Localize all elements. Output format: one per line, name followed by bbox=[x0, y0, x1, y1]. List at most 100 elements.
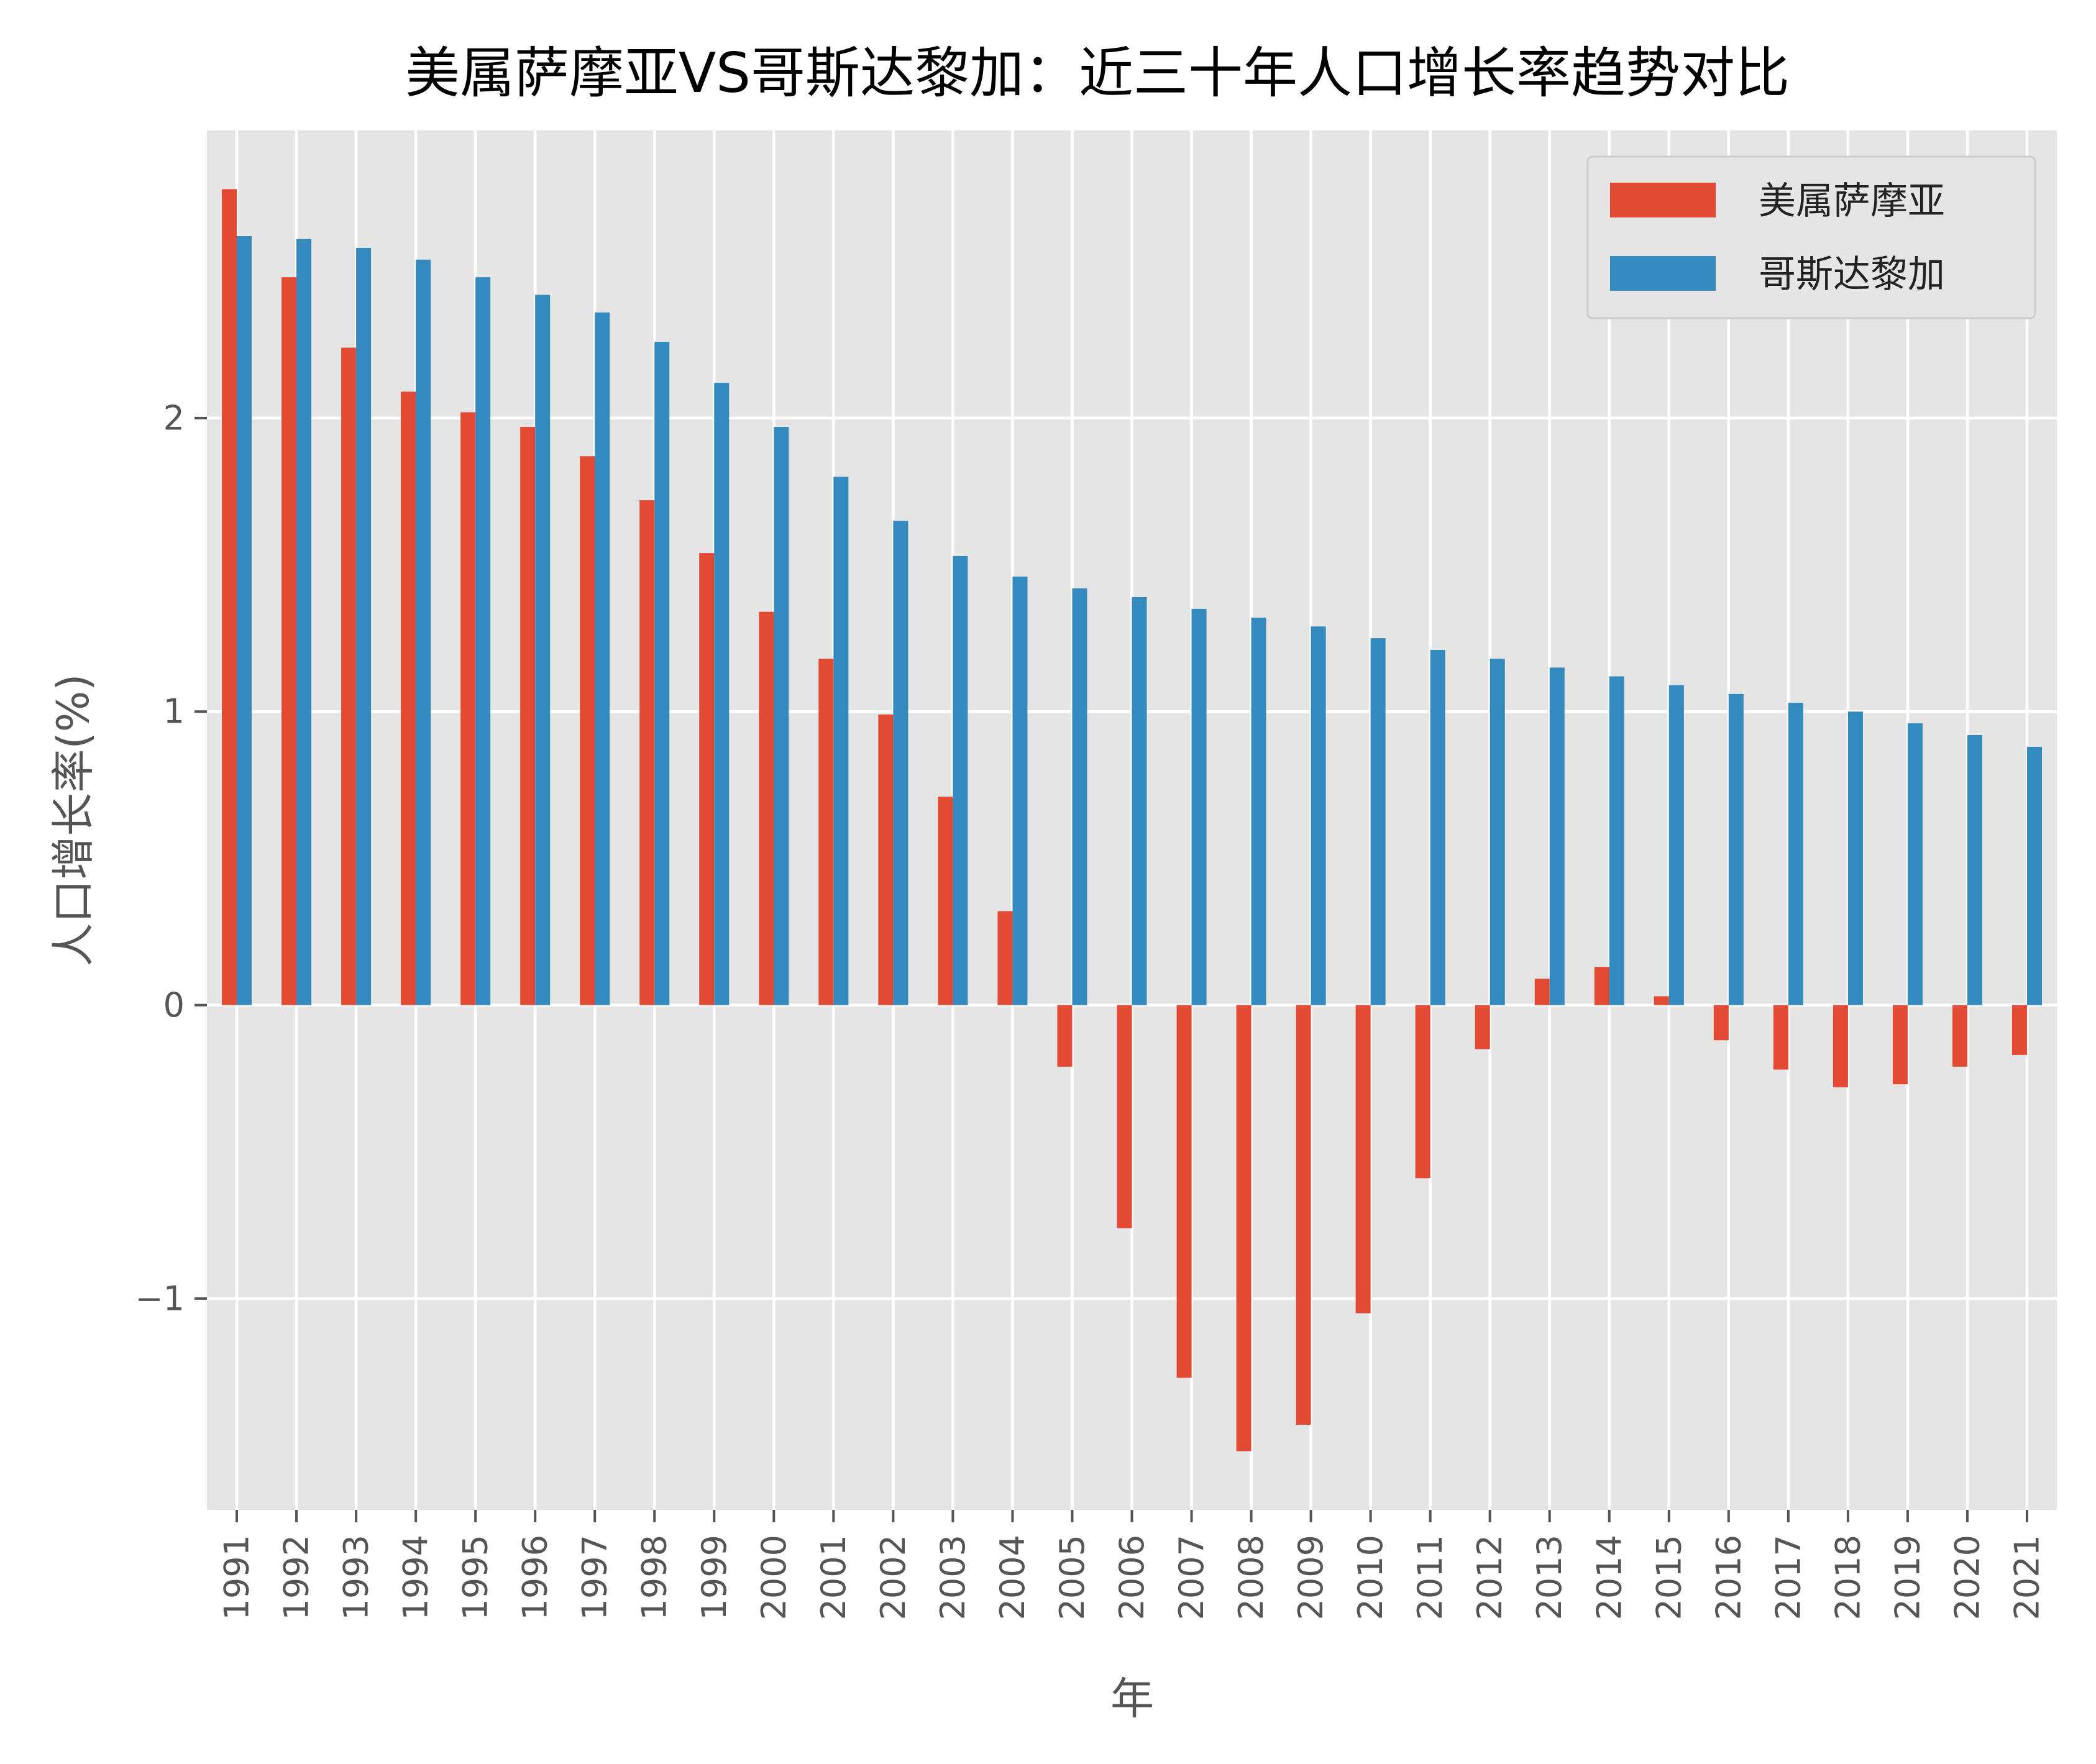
x-tick-label: 2015 bbox=[1649, 1535, 1688, 1620]
bar-series-1-2011 bbox=[1415, 1005, 1430, 1179]
bar-series-1-2014 bbox=[1594, 967, 1609, 1005]
bar-series-1-2003 bbox=[938, 797, 953, 1005]
bar-series-1-2016 bbox=[1713, 1005, 1729, 1041]
x-tick-label: 2001 bbox=[814, 1535, 853, 1620]
bar-series-1-2001 bbox=[818, 659, 834, 1005]
x-tick-label: 2018 bbox=[1828, 1535, 1867, 1620]
bar-series-1-2015 bbox=[1654, 996, 1669, 1005]
x-tick-label: 2012 bbox=[1470, 1535, 1509, 1620]
bar-series-2-2010 bbox=[1370, 638, 1386, 1005]
x-tick-label: 2004 bbox=[993, 1535, 1032, 1620]
x-tick-label: 1995 bbox=[456, 1535, 495, 1620]
x-tick-label: 2019 bbox=[1888, 1535, 1927, 1620]
bar-series-2-2014 bbox=[1609, 676, 1624, 1005]
bar-series-1-2019 bbox=[1892, 1005, 1908, 1085]
bar-series-1-1999 bbox=[699, 553, 715, 1005]
bar-series-1-1994 bbox=[401, 391, 416, 1005]
x-tick-label: 2013 bbox=[1530, 1535, 1569, 1620]
x-tick-label: 2010 bbox=[1351, 1535, 1390, 1620]
chart-title: 美属萨摩亚VS哥斯达黎加：近三十年人口增长率趋势对比 bbox=[405, 41, 1790, 105]
x-tick-label: 2000 bbox=[754, 1535, 794, 1620]
bar-series-2-2013 bbox=[1549, 667, 1565, 1005]
bar-series-1-2020 bbox=[1952, 1005, 1967, 1067]
y-tick-label: 2 bbox=[163, 398, 185, 437]
legend-label: 哥斯达黎加 bbox=[1759, 253, 1945, 296]
bar-series-1-1993 bbox=[341, 347, 357, 1005]
bar-series-2-2011 bbox=[1430, 650, 1445, 1005]
y-tick-label: −1 bbox=[135, 1279, 185, 1318]
bar-series-2-2018 bbox=[1847, 711, 1863, 1005]
bar-series-2-2004 bbox=[1012, 576, 1028, 1005]
bars bbox=[222, 189, 2042, 1451]
legend-swatch bbox=[1610, 183, 1716, 217]
x-tick-label: 2021 bbox=[2007, 1535, 2046, 1620]
x-axis-label: 年 bbox=[1110, 1673, 1154, 1724]
bar-series-1-1991 bbox=[222, 189, 237, 1005]
bar-series-1-1995 bbox=[460, 412, 476, 1005]
axis-ticks: 1991 1992 1993 1994 1995 1996 1997 1998 1999 2000… bbox=[135, 398, 2046, 1620]
bar-series-1-2010 bbox=[1355, 1005, 1371, 1314]
x-tick-label: 2014 bbox=[1590, 1535, 1629, 1620]
bar-series-2-2012 bbox=[1490, 659, 1505, 1005]
x-tick-label: 2003 bbox=[933, 1535, 972, 1620]
x-tick-label: 1996 bbox=[516, 1535, 555, 1620]
x-tick-label: 1993 bbox=[337, 1535, 376, 1620]
legend-label: 美属萨摩亚 bbox=[1759, 180, 1945, 223]
bar-series-2-1993 bbox=[356, 247, 372, 1005]
bar-series-2-2015 bbox=[1668, 685, 1684, 1005]
x-tick-label: 2016 bbox=[1709, 1535, 1748, 1620]
x-tick-label: 2008 bbox=[1232, 1535, 1271, 1620]
y-axis-label: 人口增长率(%) bbox=[48, 674, 99, 966]
bar-series-2-1992 bbox=[296, 239, 312, 1005]
bar-series-1-2009 bbox=[1296, 1005, 1311, 1425]
bar-series-2-1995 bbox=[475, 277, 491, 1005]
bar-series-2-2008 bbox=[1251, 618, 1266, 1005]
bar-series-1-1996 bbox=[520, 427, 536, 1005]
bar-series-2-2009 bbox=[1311, 626, 1326, 1005]
x-tick-label: 1998 bbox=[635, 1535, 674, 1620]
bar-series-1-2013 bbox=[1534, 979, 1550, 1005]
bar-series-1-1997 bbox=[580, 456, 595, 1005]
bar-series-2-1991 bbox=[237, 236, 252, 1005]
bar-series-1-2007 bbox=[1176, 1005, 1192, 1378]
bar-series-2-2001 bbox=[833, 477, 849, 1005]
x-tick-label: 2011 bbox=[1411, 1535, 1450, 1620]
x-tick-label: 1999 bbox=[695, 1535, 734, 1620]
legend-swatch bbox=[1610, 256, 1716, 291]
bar-series-2-2020 bbox=[1967, 735, 1982, 1005]
y-tick-label: 0 bbox=[163, 985, 185, 1025]
bar-series-2-1997 bbox=[595, 312, 610, 1005]
x-tick-label: 1994 bbox=[396, 1535, 436, 1620]
bar-series-1-1998 bbox=[639, 500, 655, 1005]
bar-series-1-2005 bbox=[1057, 1005, 1073, 1067]
x-tick-label: 1991 bbox=[217, 1535, 257, 1620]
bar-series-1-2018 bbox=[1833, 1005, 1848, 1087]
bar-series-2-2007 bbox=[1191, 608, 1207, 1005]
bar-series-1-2012 bbox=[1475, 1005, 1490, 1049]
bar-series-2-1998 bbox=[654, 342, 670, 1005]
x-tick-label: 2020 bbox=[1947, 1535, 1987, 1620]
bar-series-2-2006 bbox=[1132, 597, 1147, 1005]
x-tick-label: 2002 bbox=[874, 1535, 913, 1620]
bar-series-1-2002 bbox=[878, 714, 894, 1005]
bar-series-2-2021 bbox=[2026, 746, 2042, 1005]
bar-series-2-2005 bbox=[1072, 588, 1087, 1005]
x-tick-label: 2007 bbox=[1172, 1535, 1211, 1620]
bar-series-2-2019 bbox=[1907, 723, 1923, 1005]
bar-series-2-1994 bbox=[416, 259, 431, 1005]
bar-series-2-2000 bbox=[774, 427, 789, 1005]
bar-series-1-2017 bbox=[1773, 1005, 1788, 1070]
bar-series-2-2002 bbox=[893, 521, 908, 1005]
bar-series-2-1999 bbox=[714, 383, 730, 1005]
bar-series-2-2016 bbox=[1728, 693, 1744, 1005]
bar-series-2-2003 bbox=[953, 555, 968, 1005]
bar-series-1-2004 bbox=[997, 911, 1013, 1005]
bar-series-1-2008 bbox=[1236, 1005, 1252, 1451]
bar-series-2-2017 bbox=[1788, 703, 1803, 1005]
bar-series-1-2006 bbox=[1117, 1005, 1132, 1228]
x-tick-label: 1992 bbox=[277, 1535, 316, 1620]
x-tick-label: 2017 bbox=[1769, 1535, 1808, 1620]
